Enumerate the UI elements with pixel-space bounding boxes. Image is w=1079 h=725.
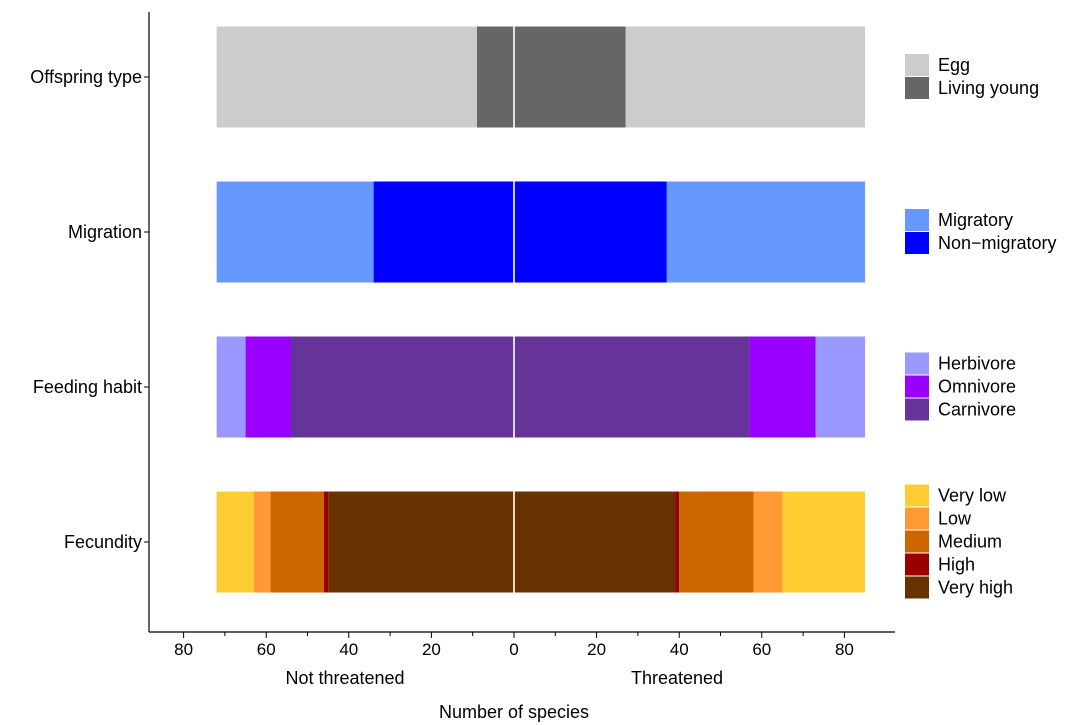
x-tick-label: 20 bbox=[422, 640, 441, 659]
legend-swatch-herbivore bbox=[905, 352, 929, 375]
legend-swatch-very-low bbox=[905, 484, 929, 507]
legend-swatch-non-migratory bbox=[905, 232, 929, 254]
bar-migration-threatened-non-migratory bbox=[514, 181, 667, 283]
bar-fecundity-not-threatened-very-low bbox=[216, 491, 254, 593]
bar-fecundity-threatened-medium bbox=[679, 491, 754, 593]
legend-swatch-egg bbox=[905, 54, 929, 76]
bar-fecundity-threatened-very-high bbox=[514, 491, 676, 593]
y-tick-label-migration: Migration bbox=[68, 222, 142, 242]
legend-label-carnivore: Carnivore bbox=[938, 400, 1016, 420]
bar-fecundity-threatened-very-low bbox=[782, 491, 866, 593]
bar-feeding-habit-threatened-herbivore bbox=[815, 336, 866, 438]
legend-label-migratory: Migratory bbox=[938, 210, 1013, 230]
bar-feeding-habit-not-threatened-carnivore bbox=[290, 336, 514, 438]
bar-feeding-habit-threatened-omnivore bbox=[749, 336, 816, 438]
legend-swatch-migratory bbox=[905, 209, 929, 231]
x-tick-label: 60 bbox=[257, 640, 276, 659]
legend-label-very-low: Very low bbox=[938, 486, 1007, 506]
legend-swatch-omnivore bbox=[905, 375, 929, 398]
legend-label-non-migratory: Non−migratory bbox=[938, 233, 1057, 253]
bar-feeding-habit-threatened-carnivore bbox=[514, 336, 750, 438]
x-tick-label: 80 bbox=[835, 640, 854, 659]
left-side-label: Not threatened bbox=[285, 668, 404, 688]
bar-fecundity-threatened-high bbox=[675, 491, 680, 593]
x-tick-label: 40 bbox=[339, 640, 358, 659]
bar-offspring-type-threatened-egg bbox=[625, 26, 866, 128]
bars-layer bbox=[216, 26, 866, 593]
bar-offspring-type-threatened-living-young bbox=[514, 26, 626, 128]
bar-fecundity-not-threatened-medium bbox=[270, 491, 325, 593]
bar-fecundity-not-threatened-high bbox=[324, 491, 329, 593]
bar-offspring-type-not-threatened-egg bbox=[216, 26, 477, 128]
legend-label-very-high: Very high bbox=[938, 578, 1013, 598]
y-tick-label-fecundity: Fecundity bbox=[64, 532, 142, 552]
x-axis-title: Number of species bbox=[439, 702, 589, 722]
legend-label-living-young: Living young bbox=[938, 78, 1039, 98]
legend-label-omnivore: Omnivore bbox=[938, 377, 1016, 397]
legend-swatch-carnivore bbox=[905, 398, 929, 421]
legend-label-herbivore: Herbivore bbox=[938, 354, 1016, 374]
x-tick-label: 80 bbox=[174, 640, 193, 659]
x-tick-label: 40 bbox=[670, 640, 689, 659]
bar-fecundity-not-threatened-low bbox=[253, 491, 271, 593]
bar-offspring-type-not-threatened-living-young bbox=[476, 26, 514, 128]
legend-label-medium: Medium bbox=[938, 532, 1002, 552]
x-tick-label: 60 bbox=[752, 640, 771, 659]
legend-swatch-high bbox=[905, 553, 929, 576]
legend-swatch-very-high bbox=[905, 576, 929, 599]
bar-migration-not-threatened-non-migratory bbox=[373, 181, 514, 283]
legend-swatch-living-young bbox=[905, 77, 929, 99]
legend-swatch-medium bbox=[905, 530, 929, 553]
x-tick-label: 20 bbox=[587, 640, 606, 659]
labels-layer: Not threatened Threatened Number of spec… bbox=[285, 668, 723, 722]
y-tick-label-offspring-type: Offspring type bbox=[30, 67, 142, 87]
bar-feeding-habit-not-threatened-omnivore bbox=[245, 336, 291, 438]
legend-swatch-low bbox=[905, 507, 929, 530]
bar-fecundity-not-threatened-very-high bbox=[328, 491, 514, 593]
bar-fecundity-threatened-low bbox=[753, 491, 783, 593]
bar-migration-not-threatened-migratory bbox=[216, 181, 374, 283]
legend-layer: Egg Living young Migratory Non−migratory Her… bbox=[905, 54, 1057, 599]
right-side-label: Threatened bbox=[631, 668, 723, 688]
bar-feeding-habit-not-threatened-herbivore bbox=[216, 336, 246, 438]
legend-label-high: High bbox=[938, 555, 975, 575]
axes-layer: Offspring type Migration Feeding habit Fecu… bbox=[30, 12, 895, 659]
legend-label-egg: Egg bbox=[938, 55, 970, 75]
legend-label-low: Low bbox=[938, 509, 972, 529]
x-tick-label: 0 bbox=[509, 640, 518, 659]
y-tick-label-feeding-habit: Feeding habit bbox=[33, 377, 142, 397]
bar-migration-threatened-migratory bbox=[666, 181, 866, 283]
